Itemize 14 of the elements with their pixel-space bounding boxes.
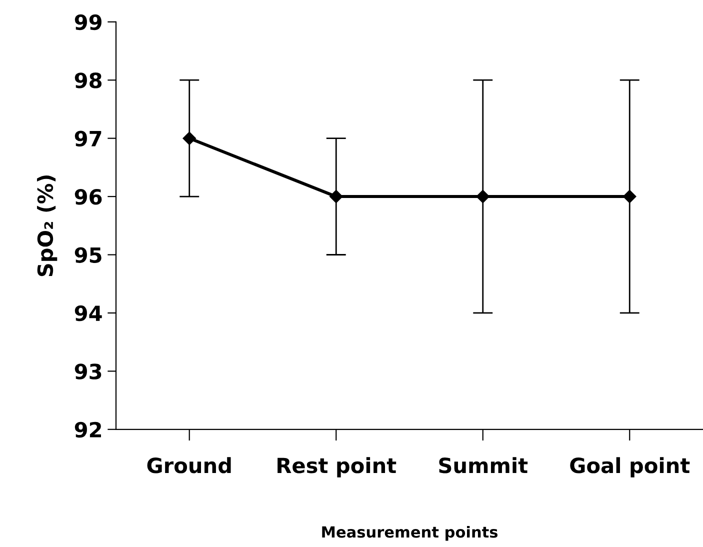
x-tick-label: Ground [147, 457, 231, 474]
y-tick-label: 92 [74, 422, 101, 438]
x-tick-label: Rest point [278, 457, 396, 478]
x-axis-title: Measurement points [322, 526, 498, 541]
y-tick-label: 99 [74, 14, 102, 30]
y-tick-label: 93 [74, 364, 102, 380]
y-tick-label: 95 [74, 247, 102, 263]
y-tick-label: 96 [74, 189, 102, 205]
y-tick-label: 94 [74, 305, 102, 322]
x-tick-label: Summit [439, 457, 528, 474]
y-tick-label: 98 [74, 72, 102, 88]
x-tick-label: Goal point [570, 457, 690, 478]
y-tick-label: 97 [74, 130, 102, 147]
y-axis-title: SpO₂ (%) [37, 175, 58, 276]
